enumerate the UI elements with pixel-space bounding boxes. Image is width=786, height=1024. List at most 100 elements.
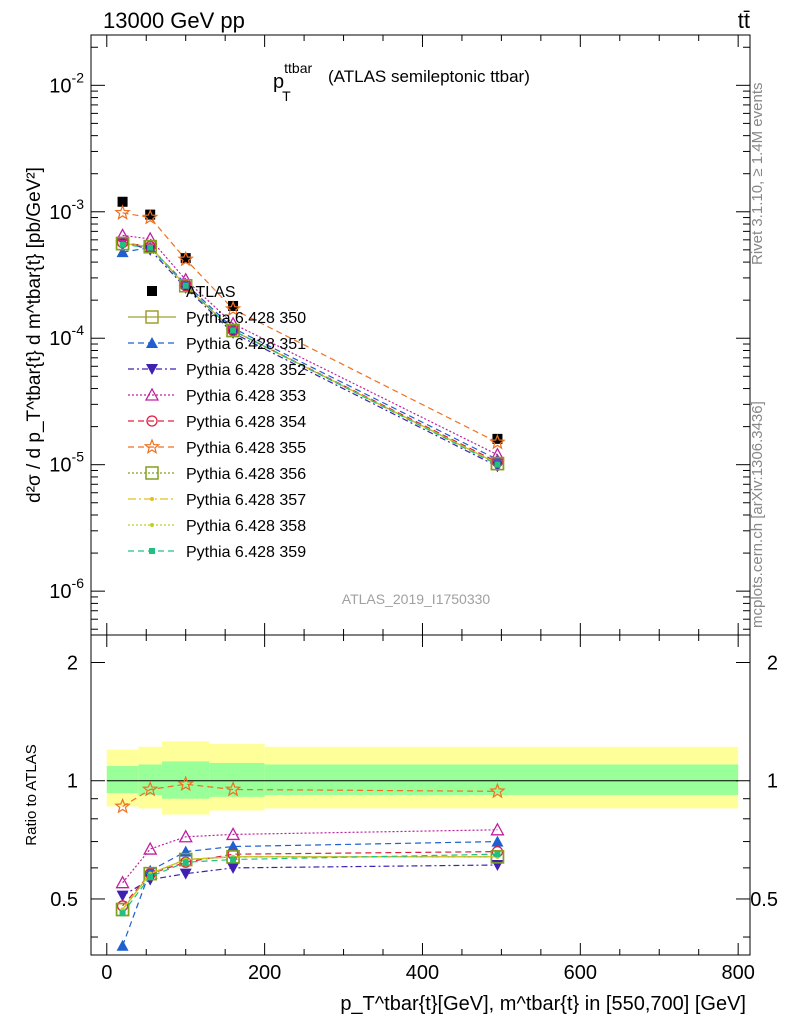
ratio-band-inner	[264, 764, 739, 795]
main-point	[115, 228, 130, 242]
ratio-point	[147, 873, 154, 880]
mcplots-label: mcplots.cern.ch [arXiv:1306.3436]	[749, 401, 766, 628]
ratio-y-tick-label-right: 2	[767, 653, 778, 675]
legend-label: Pythia 6.428 353	[186, 388, 306, 405]
y-tick-label-exp: -3	[72, 196, 85, 212]
main-point	[224, 300, 242, 317]
y-tick-label-base: 10	[49, 202, 71, 224]
legend-marker	[150, 497, 154, 501]
main-point	[147, 244, 154, 251]
ratio-point	[178, 829, 193, 843]
legend-marker	[146, 364, 158, 375]
ratio-point	[490, 822, 505, 836]
ratio-series-line	[122, 851, 498, 907]
legend-marker	[145, 466, 159, 480]
main-point	[143, 231, 158, 245]
ratio-point	[116, 890, 129, 902]
main-point	[178, 279, 193, 293]
legend-label: Pythia 6.428 356	[186, 466, 306, 483]
legend-label: Pythia 6.428 359	[186, 544, 306, 561]
y-tick-label-base: 10	[49, 75, 71, 97]
x-tick-label: 0	[101, 962, 112, 984]
legend: ATLAS Pythia 6.428 350 Pythia 6.428 351 Pyt…	[128, 284, 306, 561]
ratio-series-line	[122, 829, 498, 884]
ratio-y-tick-label-right: 1	[767, 771, 778, 793]
plot-title-main: p	[273, 71, 284, 93]
atlas-data-point	[228, 300, 239, 311]
y-tick-label-exp: -5	[72, 449, 85, 465]
ratio-point	[494, 851, 501, 858]
rivet-label: Rivet 3.1.10, ≥ 1.4M events	[749, 83, 766, 266]
legend-label: Pythia 6.428 350	[186, 310, 306, 327]
y-tick-label-base: 10	[49, 328, 71, 350]
ratio-point	[180, 856, 192, 868]
main-series-line	[122, 242, 498, 463]
atlas-data-point	[492, 433, 503, 444]
header-left: 13000 GeV pp	[103, 8, 245, 33]
ratio-point	[225, 827, 241, 841]
plot-title-sup: ttbar	[284, 60, 312, 76]
ratio-y-tick-label: 0.5	[50, 889, 78, 911]
ratio-point	[141, 780, 159, 797]
main-point	[230, 327, 237, 334]
ratio-point	[224, 780, 242, 797]
ratio-y-tick-label-right: 0.5	[750, 889, 778, 911]
y-tick-label-exp: -2	[72, 69, 85, 85]
main-series-line	[122, 241, 498, 467]
legend-label: Pythia 6.428 355	[186, 440, 306, 457]
ratio-series-line	[122, 853, 498, 914]
atlas-data-point	[180, 253, 191, 264]
ratio-series-line	[122, 864, 498, 897]
ratio-band-inner	[209, 762, 265, 797]
y-axis-label-upper: d²σ / d p_T^tbar{t} d m^tbar{t} [pb/GeV²…	[24, 167, 45, 503]
ratio-band-inner	[162, 761, 210, 799]
x-tick-label: 800	[721, 962, 754, 984]
ratio-y-tick-label: 2	[67, 653, 78, 675]
main-point	[144, 240, 156, 253]
main-point	[143, 239, 157, 254]
main-point	[490, 456, 505, 471]
ratio-point	[230, 856, 237, 863]
ratio-point	[182, 859, 189, 866]
ratio-point	[491, 860, 504, 872]
y-tick-label: 10-3	[49, 196, 84, 224]
main-series-line	[122, 243, 498, 465]
ratio-frame	[90, 634, 751, 956]
main-point	[177, 250, 195, 267]
y-tick-label-exp: -6	[72, 575, 85, 591]
legend-label: Pythia 6.428 357	[186, 492, 306, 509]
ratio-point	[489, 782, 506, 799]
main-point	[182, 282, 189, 289]
legend-marker	[145, 310, 159, 324]
x-axis-label: p_T^tbar{t}[GeV], m^tbar{t} in [550,700]…	[340, 993, 746, 1015]
legend-marker	[150, 523, 154, 527]
y-tick-label: 10-4	[49, 322, 84, 350]
ratio-point	[115, 875, 130, 889]
main-point	[119, 241, 126, 248]
main-series-line	[122, 212, 498, 443]
main-point	[116, 246, 129, 258]
legend-label: Pythia 6.428 352	[186, 362, 306, 379]
ratio-point	[116, 939, 129, 951]
main-point	[114, 204, 131, 220]
main-series-line	[122, 234, 498, 456]
ratio-band-inner	[138, 764, 163, 795]
ratio-y-tick-label: 1	[67, 771, 78, 793]
main-point	[494, 461, 501, 468]
main-point	[180, 280, 192, 292]
ratio-point	[143, 841, 158, 855]
main-point	[489, 433, 506, 450]
plot-title-sub: T	[282, 88, 291, 104]
plot-title: pttbar T (ATLAS semileptonic ttbar)	[273, 60, 530, 104]
y-tick-label: 10-6	[49, 575, 84, 603]
main-panel	[114, 196, 506, 473]
y-tick-label: 10-5	[49, 449, 84, 477]
main-point	[227, 324, 239, 337]
main-series-line	[122, 244, 498, 466]
legend-label: Pythia 6.428 358	[186, 518, 306, 535]
legend-marker	[143, 438, 161, 455]
main-series-line	[122, 247, 498, 461]
legend-label: Pythia 6.428 351	[186, 336, 306, 353]
ratio-panel	[106, 741, 739, 951]
